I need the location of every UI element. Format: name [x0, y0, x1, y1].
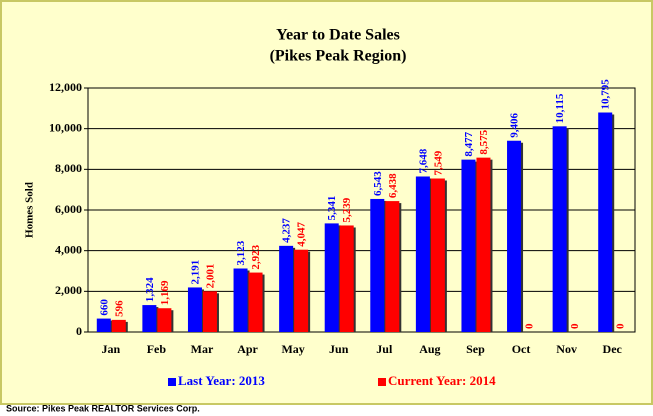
bar [370, 198, 385, 332]
bar [552, 126, 567, 332]
data-label: 1,169 [159, 280, 171, 305]
x-tick-label: May [281, 342, 304, 356]
x-tick-label: Dec [603, 342, 623, 356]
data-label: 7,648 [417, 148, 429, 173]
bar [96, 318, 111, 332]
bar [430, 178, 445, 332]
bar [294, 249, 309, 332]
data-label: 4,047 [296, 221, 308, 246]
bar [157, 308, 172, 332]
data-label: 7,549 [432, 150, 444, 175]
y-tick-label: 6,000 [55, 202, 82, 216]
data-label: 5,341 [326, 196, 338, 221]
y-tick-label: 10,000 [49, 120, 82, 134]
bar [233, 268, 248, 332]
bar [339, 225, 354, 332]
chart-subtitle: (Pikes Peak Region) [270, 48, 407, 65]
bar [324, 223, 339, 332]
y-axis-label: Homes Sold [24, 182, 36, 238]
y-tick-label: 12,000 [49, 80, 82, 94]
legend-swatch [168, 378, 176, 386]
y-tick-label: 8,000 [55, 161, 82, 175]
data-label: 10,795 [600, 79, 612, 110]
data-label: 0 [524, 323, 536, 329]
bar [279, 245, 294, 332]
data-label: 6,438 [387, 173, 399, 198]
data-label: 2,191 [189, 260, 201, 285]
data-label: 660 [98, 299, 110, 316]
bar [111, 319, 126, 332]
bar [142, 305, 157, 332]
data-label: 10,115 [554, 93, 566, 123]
legend-label: Current Year: 2014 [388, 373, 496, 388]
x-tick-label: Oct [512, 342, 531, 356]
data-label: 8,477 [463, 131, 475, 156]
data-label: 2,923 [250, 244, 262, 269]
x-tick-label: Sep [466, 342, 485, 356]
data-label: 596 [113, 300, 125, 317]
data-label: 2,001 [204, 264, 216, 289]
x-tick-label: Jun [329, 342, 349, 356]
bar [248, 272, 263, 332]
x-tick-label: Jan [101, 342, 120, 356]
x-tick-label: Feb [147, 342, 167, 356]
legend-swatch [378, 378, 386, 386]
data-label: 6,543 [372, 171, 384, 196]
bar [202, 291, 217, 332]
bar [598, 112, 613, 332]
data-label: 3,123 [235, 240, 247, 265]
bar [385, 201, 400, 332]
x-tick-label: Aug [419, 342, 440, 356]
bar [187, 287, 202, 332]
x-tick-label: Mar [191, 342, 214, 356]
bar [415, 176, 430, 332]
y-tick-label: 4,000 [55, 242, 82, 256]
y-tick-label: 0 [76, 324, 82, 338]
bar [476, 157, 491, 332]
data-label: 1,324 [144, 277, 156, 302]
x-tick-label: Nov [556, 342, 577, 356]
data-label: 5,239 [341, 197, 353, 222]
bar [461, 159, 476, 332]
x-tick-label: Apr [237, 342, 258, 356]
legend-label: Last Year: 2013 [178, 373, 265, 388]
chart-title: Year to Date Sales [276, 27, 400, 44]
data-label: 4,237 [281, 218, 293, 243]
data-label: 8,575 [478, 129, 490, 154]
bar [507, 140, 522, 332]
data-label: 9,406 [509, 112, 521, 137]
source-note: Source: Pikes Peak REALTOR Services Corp… [6, 403, 200, 413]
x-tick-label: Jul [376, 342, 393, 356]
data-label: 0 [615, 323, 627, 329]
y-tick-label: 2,000 [55, 283, 82, 297]
data-label: 0 [569, 323, 581, 329]
